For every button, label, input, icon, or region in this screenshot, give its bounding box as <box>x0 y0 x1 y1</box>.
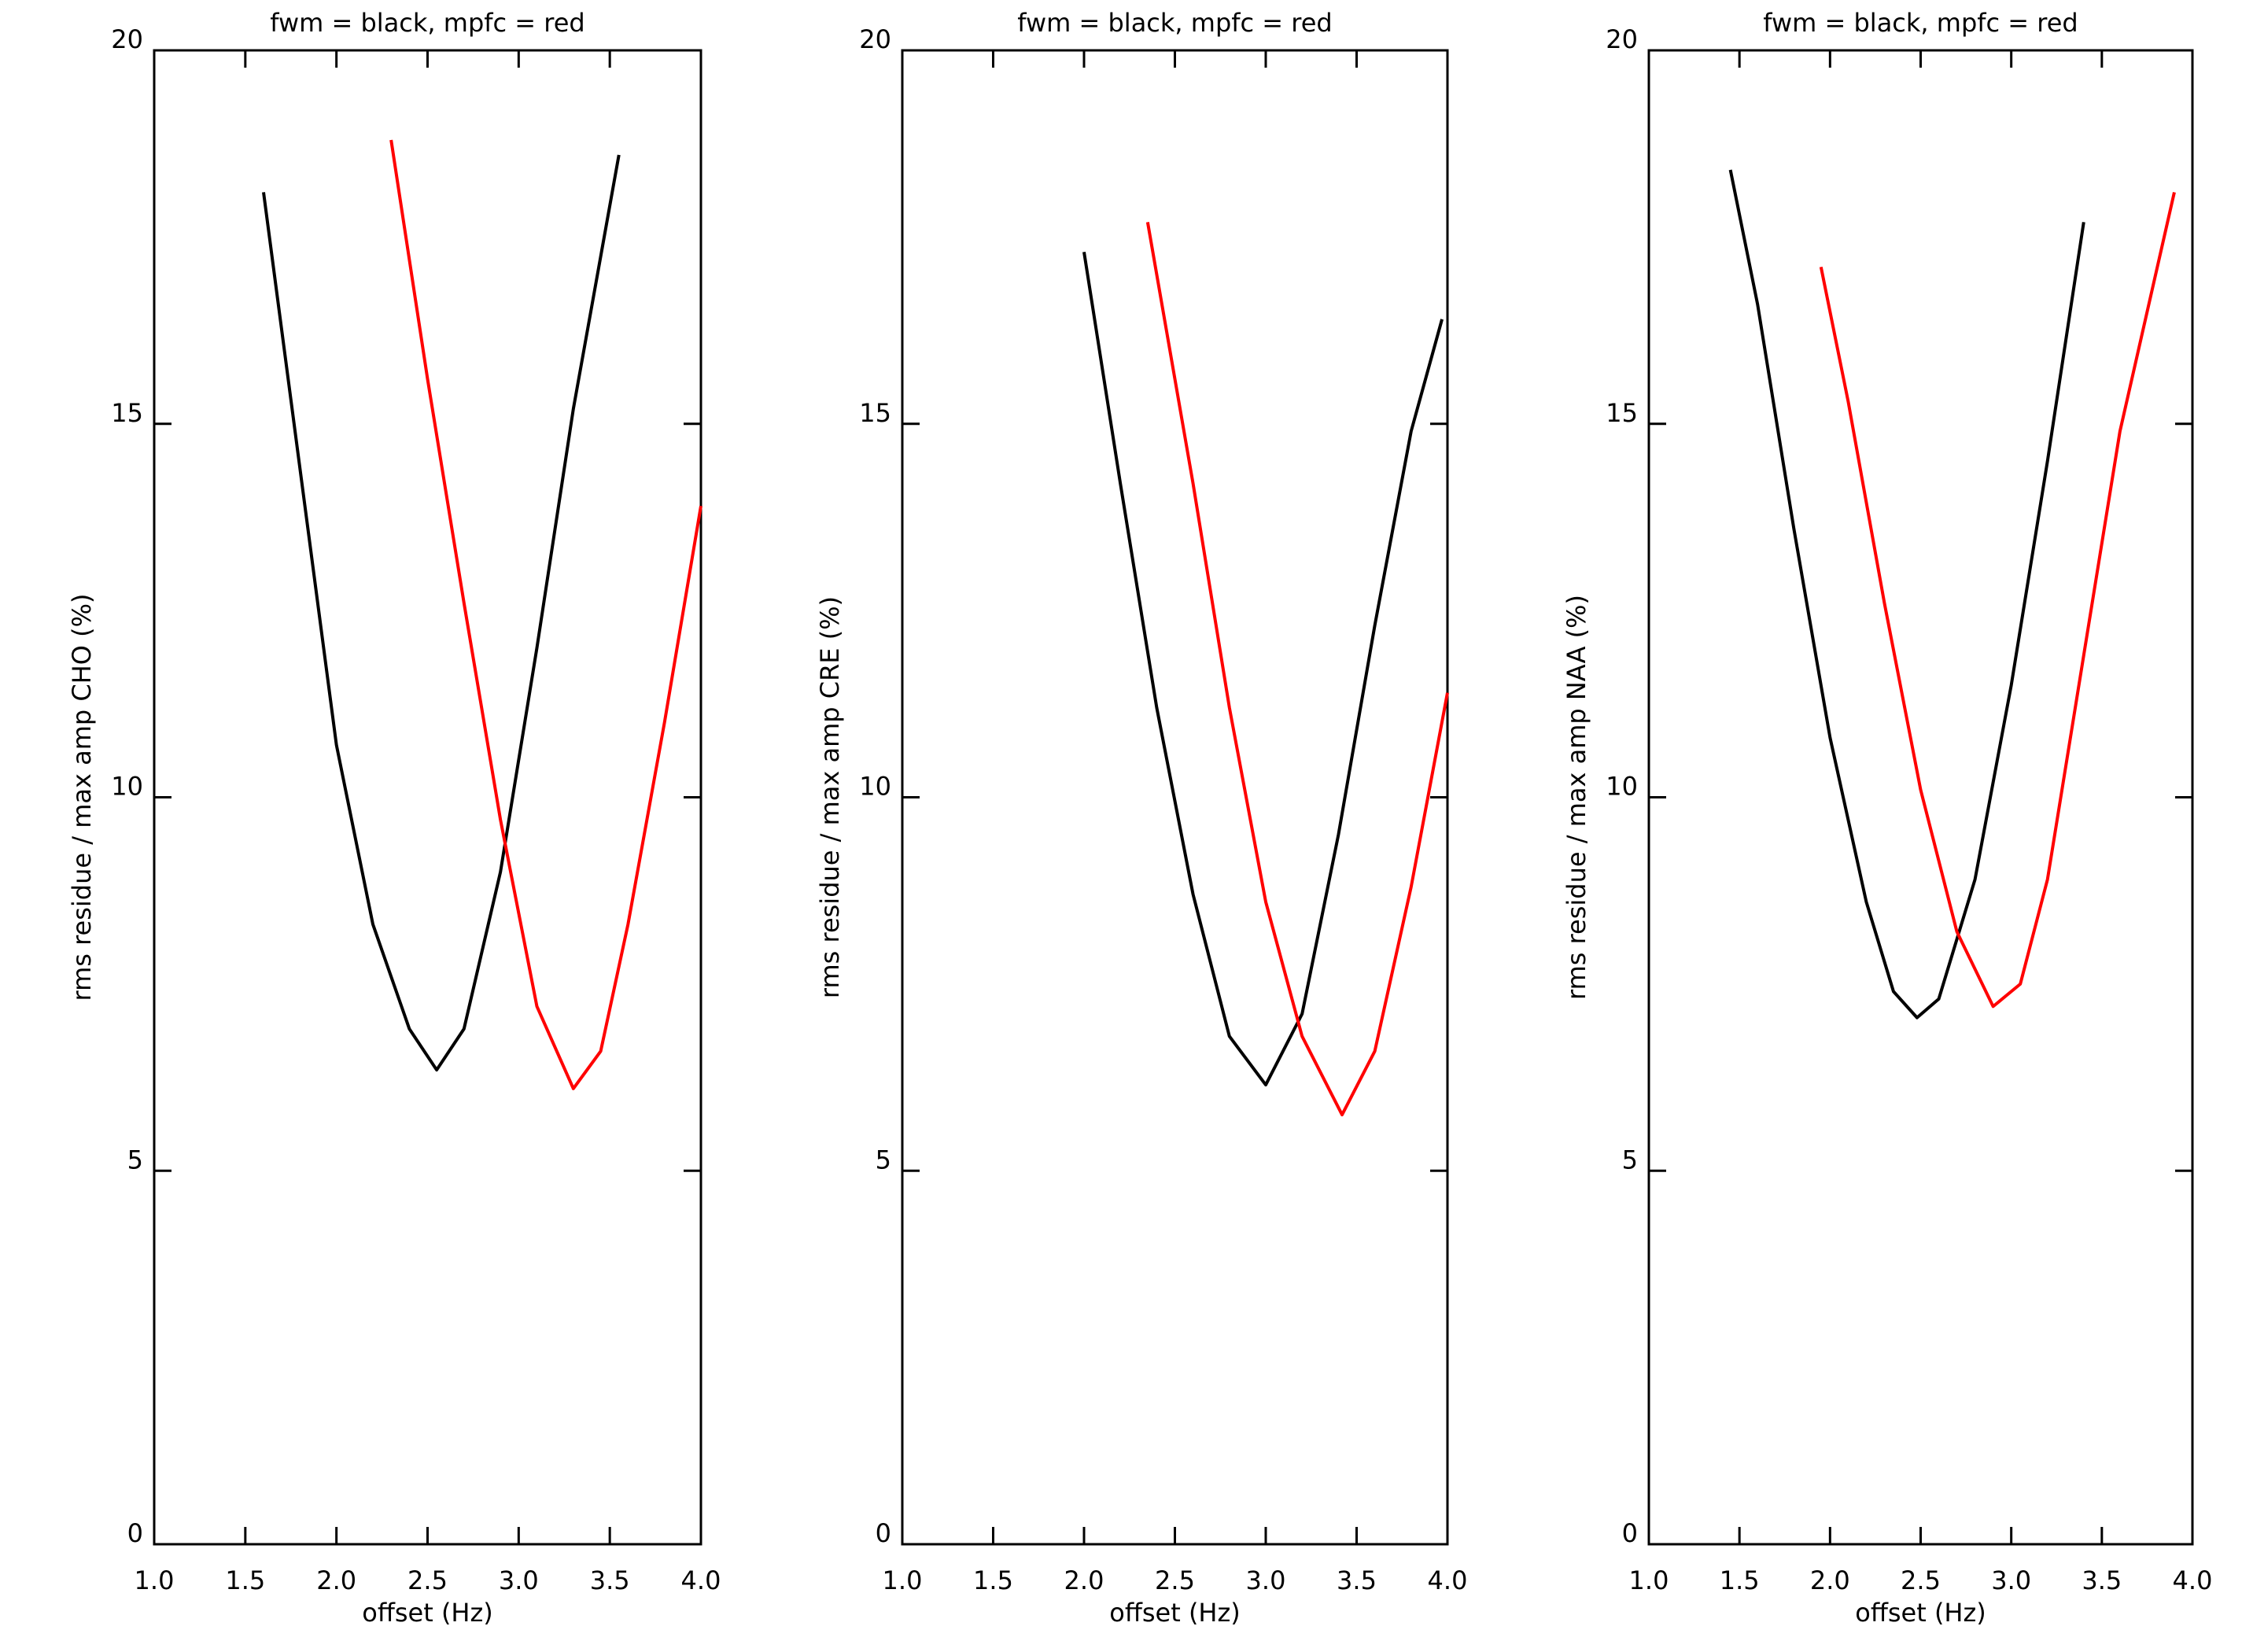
y-tick-label: 15 <box>111 398 143 428</box>
y-tick-label: 10 <box>859 772 891 802</box>
x-tick-label: 4.0 <box>2173 1565 2213 1595</box>
y-tick-label: 20 <box>111 24 143 54</box>
x-tick-label: 1.5 <box>1720 1565 1760 1595</box>
x-tick-label: 3.5 <box>2082 1565 2122 1595</box>
y-tick-label: 10 <box>1606 772 1638 802</box>
data-line <box>1145 222 1449 1117</box>
x-tick-label: 1.0 <box>883 1565 923 1595</box>
x-axis-label: offset (Hz) <box>1109 1598 1241 1628</box>
x-tick-label: 1.5 <box>225 1565 265 1595</box>
data-line <box>389 139 702 1090</box>
y-tick-label: 5 <box>127 1145 143 1174</box>
data-line <box>262 154 621 1072</box>
x-tick-label: 3.5 <box>590 1565 630 1595</box>
chart-title: fwm = black, mpfc = red <box>270 8 584 38</box>
x-tick-label: 2.5 <box>1901 1565 1941 1595</box>
data-line <box>1082 252 1444 1087</box>
x-tick-label: 4.0 <box>681 1565 721 1595</box>
x-tick-label: 2.5 <box>407 1565 448 1595</box>
y-axis-label: rms residue / max amp CHO (%) <box>67 593 97 1001</box>
y-tick-label: 5 <box>876 1145 891 1174</box>
y-axis-label: rms residue / max amp NAA (%) <box>1562 595 1591 1000</box>
y-tick-label: 20 <box>1606 24 1638 54</box>
x-tick-label: 2.0 <box>1064 1565 1104 1595</box>
y-tick-label: 0 <box>876 1518 891 1548</box>
plot-frame <box>153 49 702 1546</box>
y-tick-label: 0 <box>1622 1518 1638 1548</box>
y-tick-label: 10 <box>111 772 143 802</box>
x-tick-label: 1.0 <box>1629 1565 1669 1595</box>
chart-title: fwm = black, mpfc = red <box>1763 8 2078 38</box>
y-tick-label: 5 <box>1622 1145 1638 1174</box>
x-tick-label: 2.0 <box>1810 1565 1850 1595</box>
x-axis-label: offset (Hz) <box>362 1598 493 1628</box>
y-tick-label: 0 <box>127 1518 143 1548</box>
data-line <box>1819 191 2176 1009</box>
x-tick-label: 3.0 <box>499 1565 539 1595</box>
chart-title: fwm = black, mpfc = red <box>1017 8 1332 38</box>
x-axis-label: offset (Hz) <box>1855 1598 1986 1628</box>
x-tick-label: 2.0 <box>316 1565 356 1595</box>
y-tick-label: 15 <box>859 398 891 428</box>
x-tick-label: 3.0 <box>1246 1565 1286 1595</box>
y-axis-label: rms residue / max amp CRE (%) <box>815 596 845 998</box>
x-tick-label: 1.0 <box>135 1565 175 1595</box>
x-tick-label: 3.5 <box>1337 1565 1377 1595</box>
x-tick-label: 1.5 <box>973 1565 1013 1595</box>
data-line <box>1728 169 2085 1020</box>
plot-frame <box>1647 49 2194 1546</box>
y-tick-label: 15 <box>1606 398 1638 428</box>
x-tick-label: 3.0 <box>1991 1565 2031 1595</box>
x-tick-label: 2.5 <box>1155 1565 1195 1595</box>
x-tick-label: 4.0 <box>1428 1565 1468 1595</box>
y-tick-label: 20 <box>859 24 891 54</box>
